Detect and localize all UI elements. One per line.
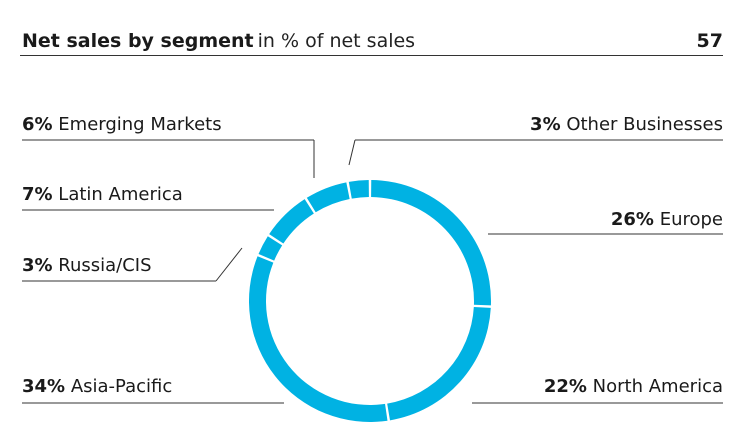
segment-name-emerging-markets: Emerging Markets [53,114,222,135]
leader-connector-russia-cis [215,247,243,282]
title-row: Net sales by segment in % of net sales [22,30,415,52]
header-rule [20,55,723,56]
label-russia-cis: 3% Russia/CIS [22,255,152,276]
chart-title: Net sales by segment [22,30,254,52]
slice-europe [371,180,491,306]
value-label-europe: 26% [611,209,654,230]
segment-name-russia-cis: Russia/CIS [53,255,152,276]
segment-name-latin-america: Latin America [53,184,183,205]
slice-north-america [387,306,491,421]
value-label-other-businesses: 3% [530,114,561,135]
slice-asia-pacific [249,256,388,422]
slice-emerging-markets [306,182,350,213]
label-emerging-markets: 6% Emerging Markets [22,114,222,135]
slice-latin-america [269,199,314,244]
leader-connector-other-businesses [348,139,356,166]
segment-name-europe: Europe [654,209,723,230]
segment-name-other-businesses: Other Businesses [561,114,723,135]
page-number: 57 [696,30,723,52]
label-europe: 26% Europe [611,209,723,230]
value-label-russia-cis: 3% [22,255,53,276]
label-north-america: 22% North America [544,376,723,397]
value-label-latin-america: 7% [22,184,53,205]
value-label-emerging-markets: 6% [22,114,53,135]
label-asia-pacific: 34% Asia-Pacific [22,376,172,397]
slice-russia-cis [258,236,283,261]
value-label-north-america: 22% [544,376,587,397]
value-label-asia-pacific: 34% [22,376,65,397]
label-latin-america: 7% Latin America [22,184,183,205]
segment-name-asia-pacific: Asia-Pacific [65,376,172,397]
chart-header: Net sales by segment in % of net sales 57 [20,16,723,56]
chart-subtitle: in % of net sales [257,30,416,52]
label-other-businesses: 3% Other Businesses [530,114,723,135]
slice-other-businesses [348,180,369,199]
segment-name-north-america: North America [587,376,723,397]
